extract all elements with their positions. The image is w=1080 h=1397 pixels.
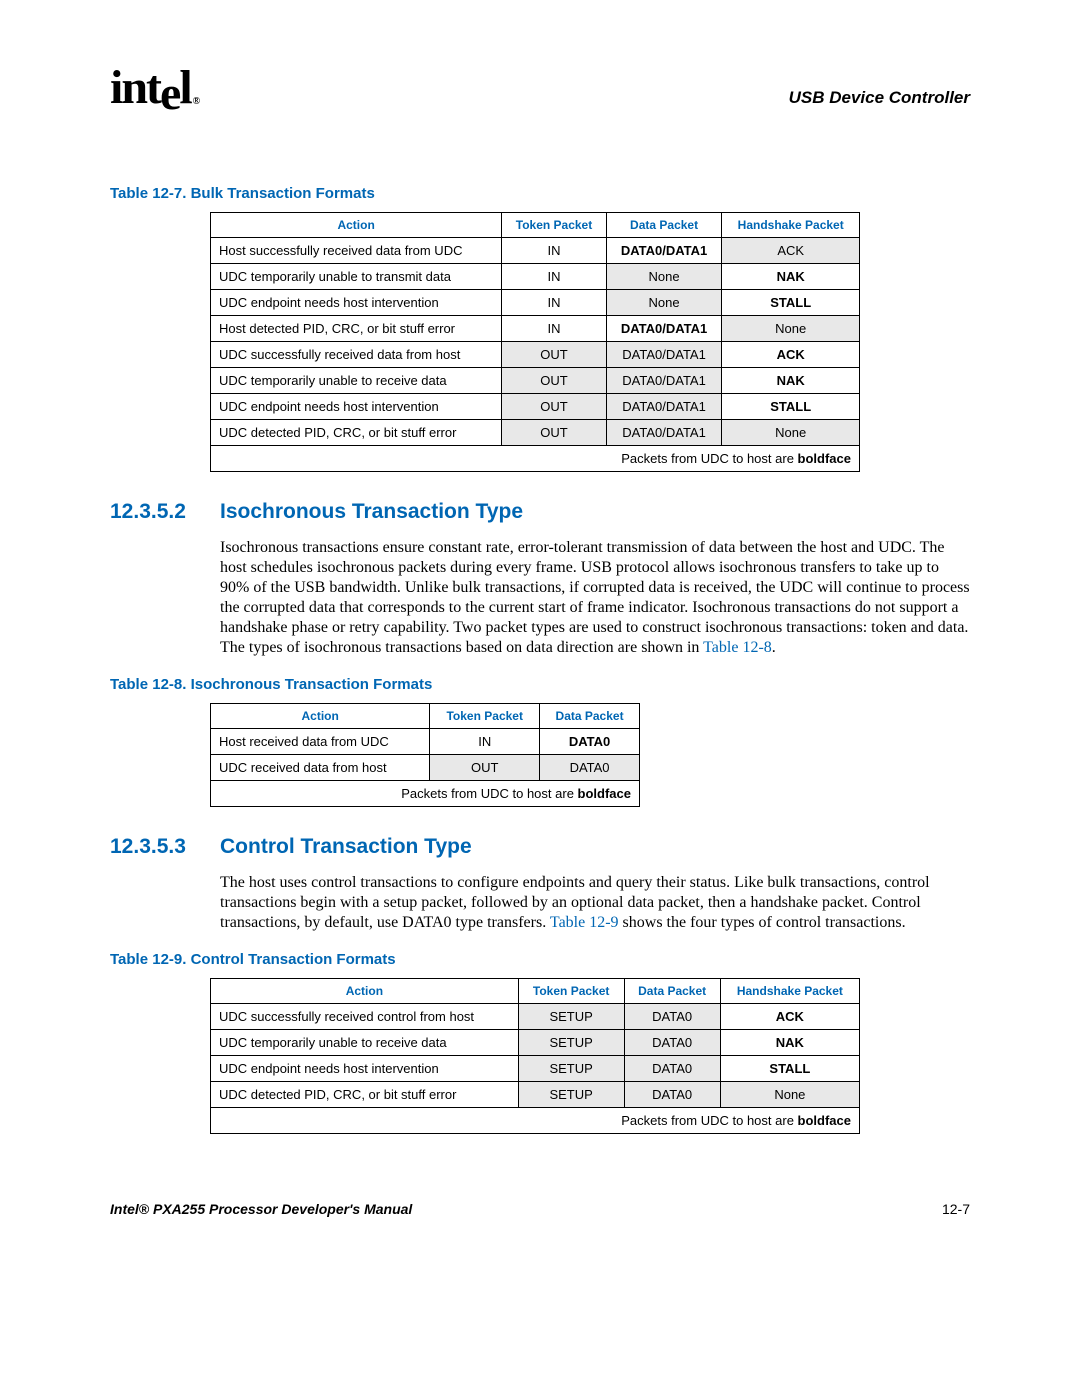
xref-table-12-8: Table 12-8: [703, 639, 772, 656]
table9-footnote: Packets from UDC to host are boldface: [211, 1108, 860, 1134]
table-row: UDC temporarily unable to receive dataSE…: [211, 1030, 860, 1056]
table-row: UDC received data from hostOUTDATA0: [211, 755, 640, 781]
table-row: UDC successfully received data from host…: [211, 342, 860, 368]
footer-page-number: 12-7: [942, 1201, 970, 1217]
table-row: Host successfully received data from UDC…: [211, 238, 860, 264]
page-footer: Intel® PXA255 Processor Developer's Manu…: [110, 1201, 970, 1217]
table-row: UDC temporarily unable to transmit dataI…: [211, 264, 860, 290]
section2-paragraph: Isochronous transactions ensure constant…: [220, 538, 970, 658]
chapter-label: USB Device Controller: [789, 88, 970, 108]
intel-logo: intel®: [110, 60, 196, 115]
page: intel® USB Device Controller Table 12-7.…: [0, 0, 1080, 1277]
table8-caption: Table 12-8. Isochronous Transaction Form…: [110, 676, 970, 693]
table8-footnote: Packets from UDC to host are boldface: [211, 781, 640, 807]
page-header: intel® USB Device Controller: [110, 60, 970, 115]
table9: Action Token Packet Data Packet Handshak…: [210, 978, 860, 1134]
xref-table-12-9: Table 12-9: [550, 914, 619, 931]
table-header-row: Action Token Packet Data Packet: [211, 704, 640, 729]
table8: Action Token Packet Data Packet Host rec…: [210, 703, 640, 807]
section3-paragraph: The host uses control transactions to co…: [220, 873, 970, 933]
table-row: UDC endpoint needs host interventionOUTD…: [211, 394, 860, 420]
table-header-row: Action Token Packet Data Packet Handshak…: [211, 213, 860, 238]
table-row: UDC endpoint needs host interventionSETU…: [211, 1056, 860, 1082]
table9-caption: Table 12-9. Control Transaction Formats: [110, 951, 970, 968]
table-row: Host received data from UDCINDATA0: [211, 729, 640, 755]
table-header-row: Action Token Packet Data Packet Handshak…: [211, 979, 860, 1004]
table-row: UDC successfully received control from h…: [211, 1004, 860, 1030]
table-row: UDC endpoint needs host interventionINNo…: [211, 290, 860, 316]
section-heading-2: 12.3.5.2 Isochronous Transaction Type: [110, 500, 970, 524]
section-heading-3: 12.3.5.3 Control Transaction Type: [110, 835, 970, 859]
table-row: Host detected PID, CRC, or bit stuff err…: [211, 316, 860, 342]
table-row: UDC temporarily unable to receive dataOU…: [211, 368, 860, 394]
table-row: UDC detected PID, CRC, or bit stuff erro…: [211, 1082, 860, 1108]
table7-caption: Table 12-7. Bulk Transaction Formats: [110, 185, 970, 202]
table7: Action Token Packet Data Packet Handshak…: [210, 212, 860, 472]
table7-footnote: Packets from UDC to host are boldface: [211, 446, 860, 472]
footer-manual-title: Intel® PXA255 Processor Developer's Manu…: [110, 1201, 412, 1217]
table-row: UDC detected PID, CRC, or bit stuff erro…: [211, 420, 860, 446]
